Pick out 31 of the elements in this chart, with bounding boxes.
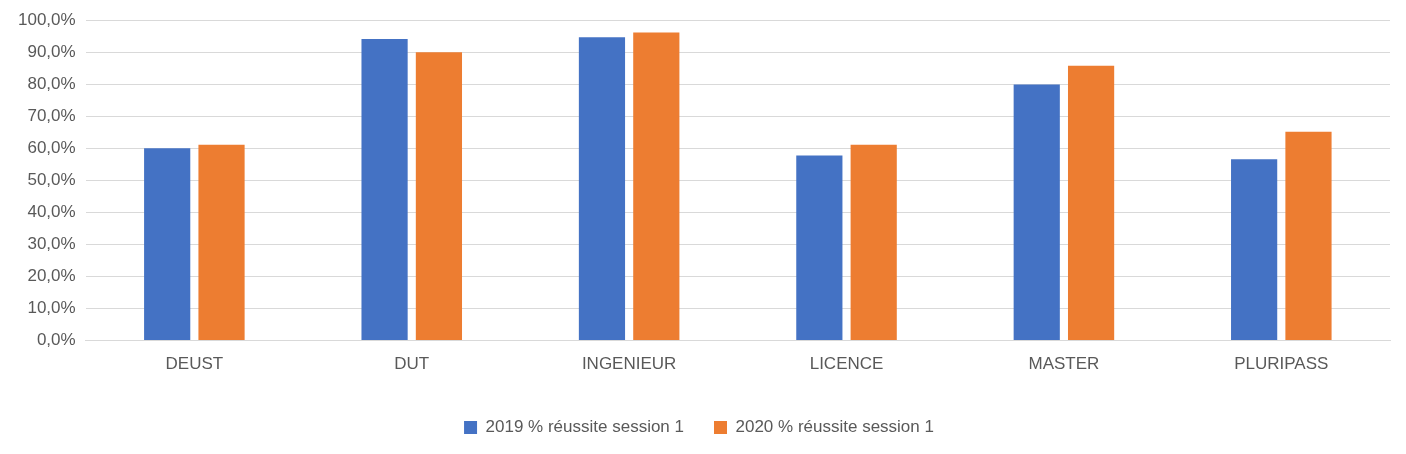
- bar: [850, 144, 897, 341]
- y-tick-label: 80,0%: [27, 73, 76, 93]
- bar: [1067, 65, 1115, 341]
- x-tick-label: MASTER: [1028, 354, 1100, 374]
- bar: [361, 39, 408, 341]
- bar: [1013, 84, 1060, 341]
- y-tick-label: 10,0%: [27, 298, 76, 318]
- y-tick-label: 90,0%: [27, 41, 76, 61]
- y-tick-label: 20,0%: [27, 266, 76, 286]
- y-tick-label: 30,0%: [27, 234, 76, 254]
- bar: [633, 32, 680, 341]
- y-tick-label: 50,0%: [27, 170, 76, 190]
- y-tick-label: 60,0%: [27, 138, 76, 158]
- x-tick-label: LICENCE: [809, 354, 884, 374]
- bar: [144, 148, 191, 341]
- bar: [1285, 131, 1332, 341]
- y-tick-label: 100,0%: [17, 9, 76, 29]
- bar: [198, 144, 245, 341]
- y-tick-label: 70,0%: [27, 106, 76, 126]
- bar: [1231, 159, 1278, 341]
- bar: [578, 37, 626, 341]
- bar: [415, 52, 463, 341]
- y-tick-label: 0,0%: [36, 330, 76, 350]
- x-tick-label: INGENIEUR: [581, 354, 677, 374]
- bar: [796, 155, 843, 341]
- x-tick-label: PLURIPASS: [1234, 354, 1329, 374]
- x-tick-label: DEUST: [165, 354, 224, 374]
- legend-label: 2020 % réussite session 1: [735, 417, 934, 437]
- x-tick-label: DUT: [394, 354, 430, 374]
- y-tick-label: 40,0%: [27, 202, 76, 222]
- legend-label: 2019 % réussite session 1: [485, 417, 685, 437]
